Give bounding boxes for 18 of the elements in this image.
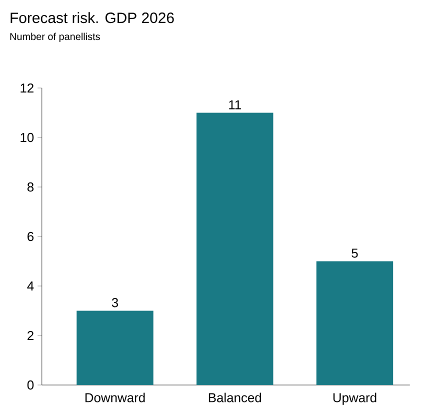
data-label: 11 (229, 100, 241, 110)
y-tick-label: 0 (27, 380, 34, 390)
y-tick-label: 2 (28, 330, 34, 340)
bar (76, 310, 154, 385)
bar (196, 112, 274, 385)
x-tick-label: Balanced (208, 392, 262, 402)
data-label: 5 (352, 248, 358, 258)
y-tick-label: 8 (27, 182, 34, 192)
bar (316, 261, 394, 385)
chart-title: Forecast risk. GDP 2026 (10, 12, 174, 24)
x-tick-label: Downward (85, 392, 145, 402)
x-tick-label: Upward (333, 392, 376, 405)
chart-subtitle: Number of panellists (10, 32, 100, 42)
data-label: 3 (112, 298, 118, 308)
y-tick-label: 4 (27, 282, 34, 290)
y-tick-label: 12 (20, 83, 34, 93)
y-tick-label: 10 (20, 132, 34, 142)
y-tick-label: 6 (28, 232, 34, 242)
